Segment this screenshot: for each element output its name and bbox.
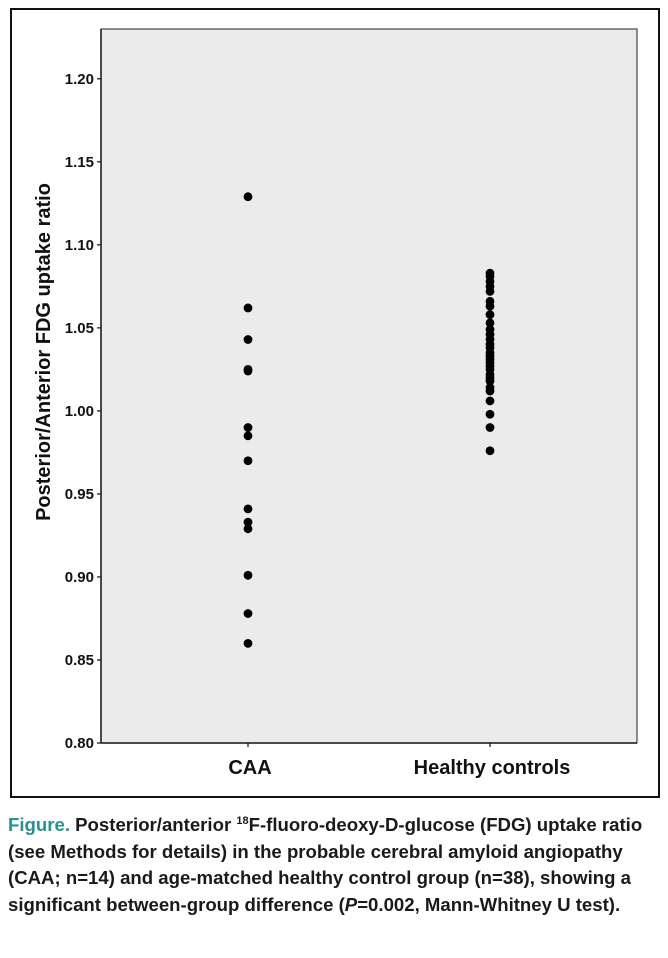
y-tick-label: 1.10 — [65, 237, 94, 254]
y-tick-label: 0.80 — [65, 735, 94, 752]
control-data-point — [485, 446, 495, 456]
y-tick-label: 1.05 — [65, 320, 94, 337]
caa-data-point — [243, 517, 253, 527]
y-tick-label: 0.90 — [65, 569, 94, 586]
y-tick-label: 1.15 — [65, 154, 94, 171]
y-tick-label: 0.95 — [65, 486, 94, 503]
control-data-point — [485, 396, 495, 406]
y-tick-label: 0.85 — [65, 652, 94, 669]
caa-data-point — [243, 609, 253, 618]
control-data-point — [485, 301, 495, 311]
caa-data-point — [243, 504, 253, 514]
control-data-point — [485, 318, 495, 328]
caa-data-point — [243, 570, 253, 580]
caa-data-point — [243, 431, 253, 441]
caption-p-symbol: P — [344, 893, 358, 915]
plot-area — [100, 28, 638, 744]
caption-lead: Figure. — [8, 814, 70, 835]
y-tick-label: 1.20 — [65, 71, 94, 88]
scatter-chart: 0.80 0.85 0.90 0.95 1.00 1.05 1.10 1.15 1.20 CAA H… — [33, 28, 638, 779]
control-data-point — [485, 386, 495, 396]
control-data-point — [485, 310, 495, 319]
y-tick-label: 1.00 — [65, 403, 94, 420]
caa-data-point — [243, 366, 253, 376]
control-data-point — [485, 409, 495, 419]
x-tick-label: CAA — [228, 757, 271, 779]
caption-superscript: 18 — [236, 815, 249, 827]
caa-data-point — [243, 335, 253, 344]
caa-data-point — [243, 303, 253, 313]
caption-text-3: =0.002, Mann-Whitney U test). — [357, 893, 621, 915]
caa-data-point — [243, 423, 253, 432]
caa-data-point — [243, 192, 253, 202]
caa-data-point — [243, 638, 253, 648]
caa-data-point — [243, 456, 253, 466]
x-tick-label: Healthy controls — [414, 757, 571, 779]
y-axis-label: Posterior/Anterior FDG uptake ratio — [33, 183, 55, 521]
caption-text-2: F-fluoro-deoxy-D-glucose (FDG) uptake ra… — [8, 814, 643, 915]
caption-text-1: Posterior/anterior — [75, 814, 237, 835]
control-data-point — [485, 423, 495, 432]
figure-caption: Figure. Posterior/anterior 18F-fluoro-de… — [8, 812, 660, 918]
caa-data-point — [243, 524, 253, 534]
control-data-point — [485, 376, 495, 386]
control-data-point — [485, 286, 495, 296]
